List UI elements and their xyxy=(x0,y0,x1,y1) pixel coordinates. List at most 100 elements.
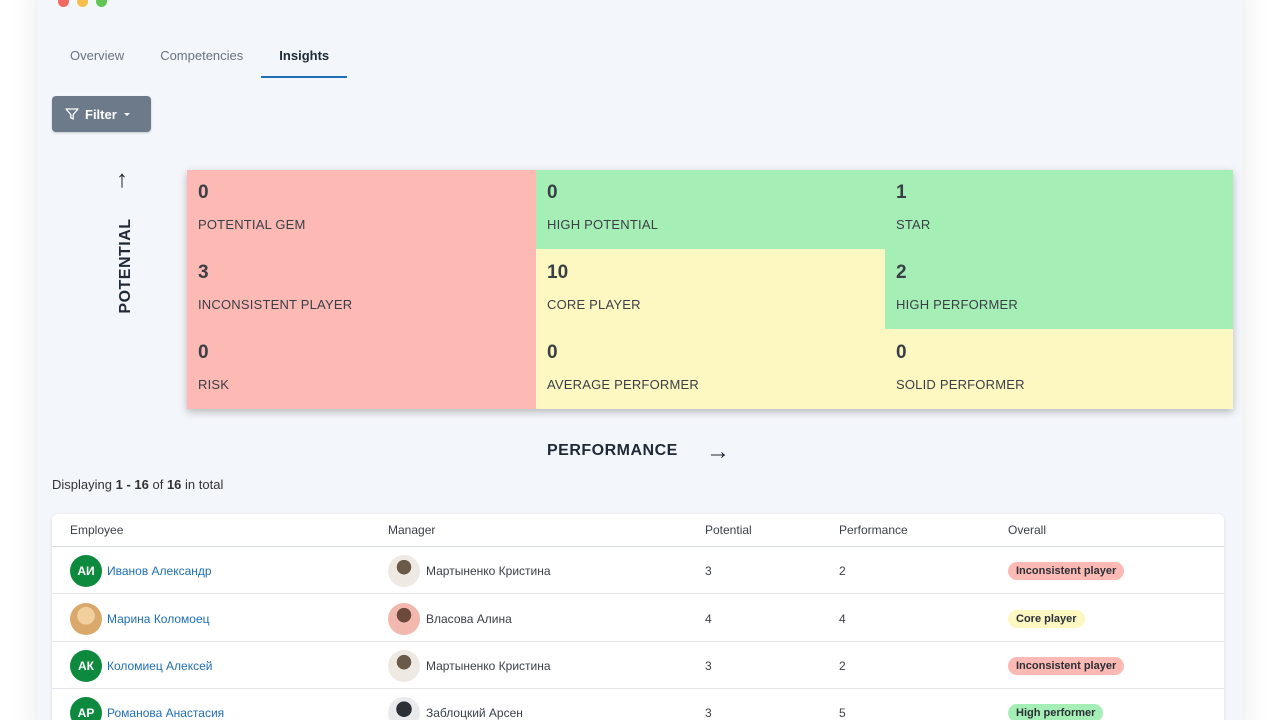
potential-value: 3 xyxy=(705,564,712,578)
box-label: CORE PLAYER xyxy=(547,297,641,312)
employee-link[interactable]: Коломиец Алексей xyxy=(107,659,213,673)
overall-badge: High performer xyxy=(1008,704,1104,720)
avatar: АК xyxy=(70,650,102,682)
cell-yellow-mid xyxy=(536,249,885,409)
manager-avatar xyxy=(388,603,420,635)
overall-cell: High performer xyxy=(1008,703,1104,720)
box-label: INCONSISTENT PLAYER xyxy=(198,297,353,312)
performance-value: 4 xyxy=(839,612,846,626)
overall-cell: Core player xyxy=(1008,609,1085,628)
manager-avatar xyxy=(388,650,420,682)
box-high-potential[interactable]: 0 HIGH POTENTIAL xyxy=(536,170,885,249)
cell-green-right xyxy=(885,170,1233,329)
filter-icon xyxy=(65,107,79,121)
overall-badge: Core player xyxy=(1008,610,1085,628)
avatar: АР xyxy=(70,697,102,720)
box-risk[interactable]: 0 RISK xyxy=(187,330,536,409)
box-label: RISK xyxy=(198,377,230,392)
manager-cell: Власова Алина xyxy=(388,603,512,635)
employee-cell: Марина Коломоец xyxy=(70,603,210,635)
column-header-manager[interactable]: Manager xyxy=(388,523,436,537)
tab-bar: Overview Competencies Insights xyxy=(52,44,348,78)
box-label: POTENTIAL GEM xyxy=(198,217,306,232)
box-count: 0 xyxy=(547,182,558,203)
pagination-suffix: in total xyxy=(185,477,224,492)
potential-value: 3 xyxy=(705,706,712,720)
pagination-of: of xyxy=(152,477,164,492)
performance-axis-label: PERFORMANCE xyxy=(547,442,678,459)
box-count: 10 xyxy=(547,262,569,283)
pagination-range: 1 - 16 xyxy=(115,477,149,492)
box-high-performer[interactable]: 2 HIGH PERFORMER xyxy=(885,250,1233,329)
column-header-employee[interactable]: Employee xyxy=(70,523,124,537)
tab-insights[interactable]: Insights xyxy=(261,44,348,78)
employee-cell: АИ Иванов Александр xyxy=(70,555,212,587)
manager-cell: Мартыненко Кристина xyxy=(388,555,551,587)
close-window-button[interactable] xyxy=(58,0,69,7)
overall-badge: Inconsistent player xyxy=(1008,562,1125,580)
tab-competencies[interactable]: Competencies xyxy=(160,48,244,63)
box-potential-gem[interactable]: 0 POTENTIAL GEM xyxy=(187,170,536,249)
table-row[interactable]: АР Романова Анастасия Заблоцкий Арсен 3 … xyxy=(52,689,1224,720)
box-count: 2 xyxy=(896,262,907,283)
tab-overview[interactable]: Overview xyxy=(70,48,125,63)
box-average-performer[interactable]: 0 AVERAGE PERFORMER xyxy=(536,330,885,409)
avatar xyxy=(70,603,102,635)
filter-button[interactable]: Filter xyxy=(52,96,151,132)
filter-button-label: Filter xyxy=(85,106,117,122)
manager-avatar xyxy=(388,697,420,720)
window-controls xyxy=(58,0,107,7)
employee-link[interactable]: Иванов Александр xyxy=(107,564,212,578)
arrow-right-icon: → xyxy=(706,438,730,465)
performance-value: 5 xyxy=(839,706,846,720)
arrow-up-icon: ↑ xyxy=(116,166,128,193)
employee-table: Employee Manager Potential Performance O… xyxy=(52,514,1224,720)
box-label: HIGH POTENTIAL xyxy=(547,217,659,232)
minimize-window-button[interactable] xyxy=(77,0,88,7)
employee-cell: АР Романова Анастасия xyxy=(70,697,224,720)
manager-name: Мартыненко Кристина xyxy=(426,564,551,578)
avatar: АИ xyxy=(70,555,102,587)
column-header-potential[interactable]: Potential xyxy=(705,523,752,537)
table-header: Employee Manager Potential Performance O… xyxy=(52,514,1224,547)
nine-box-grid: 0 POTENTIAL GEM 0 HIGH POTENTIAL 1 STAR … xyxy=(187,170,1233,409)
cell-green-top-mid xyxy=(536,170,885,249)
potential-axis-label: POTENTIAL xyxy=(117,218,134,314)
pagination-summary: Displaying 1 - 16 of 16 in total xyxy=(52,477,223,492)
column-header-performance[interactable]: Performance xyxy=(839,523,908,537)
employee-link[interactable]: Марина Коломоец xyxy=(107,612,210,626)
box-inconsistent-player[interactable]: 3 INCONSISTENT PLAYER xyxy=(187,250,536,329)
maximize-window-button[interactable] xyxy=(96,0,107,7)
overall-cell: Inconsistent player xyxy=(1008,656,1125,675)
manager-name: Заблоцкий Арсен xyxy=(426,706,523,720)
pagination-prefix: Displaying xyxy=(52,477,112,492)
box-count: 0 xyxy=(547,342,558,363)
overall-cell: Inconsistent player xyxy=(1008,561,1125,580)
box-star[interactable]: 1 STAR xyxy=(885,170,1233,249)
manager-name: Власова Алина xyxy=(426,612,512,626)
box-core-player[interactable]: 10 CORE PLAYER xyxy=(536,250,885,329)
employee-cell: АК Коломиец Алексей xyxy=(70,650,213,682)
potential-value: 4 xyxy=(705,612,712,626)
box-count: 3 xyxy=(198,262,209,283)
column-header-overall[interactable]: Overall xyxy=(1008,523,1047,537)
potential-value: 3 xyxy=(705,659,712,673)
table-row[interactable]: АК Коломиец Алексей Мартыненко Кристина … xyxy=(52,642,1224,689)
table-row[interactable]: Марина Коломоец Власова Алина 4 4 Core p… xyxy=(52,595,1224,642)
performance-value: 2 xyxy=(839,564,846,578)
box-label: AVERAGE PERFORMER xyxy=(547,377,699,392)
manager-name: Мартыненко Кристина xyxy=(426,659,551,673)
overall-badge: Inconsistent player xyxy=(1008,657,1125,675)
manager-cell: Заблоцкий Арсен xyxy=(388,697,523,720)
box-label: SOLID PERFORMER xyxy=(896,377,1025,392)
performance-value: 2 xyxy=(839,659,846,673)
box-solid-performer[interactable]: 0 SOLID PERFORMER xyxy=(885,330,1233,409)
employee-link[interactable]: Романова Анастасия xyxy=(107,706,225,720)
box-count: 0 xyxy=(198,182,209,203)
table-row[interactable]: АИ Иванов Александр Мартыненко Кристина … xyxy=(52,547,1224,594)
box-count: 0 xyxy=(896,342,907,363)
box-label: STAR xyxy=(896,217,931,232)
box-count: 0 xyxy=(198,342,209,363)
manager-cell: Мартыненко Кристина xyxy=(388,650,551,682)
manager-avatar xyxy=(388,555,420,587)
